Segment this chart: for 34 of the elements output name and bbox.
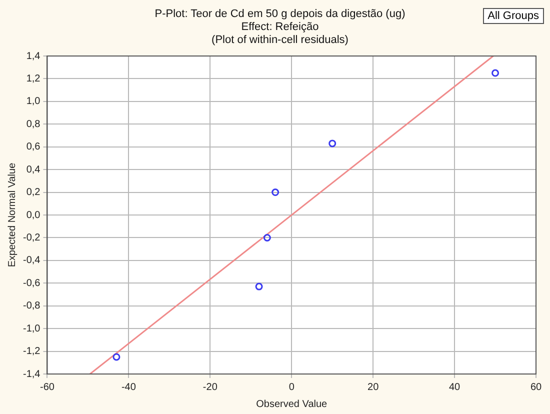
point [328,140,336,148]
x-tick-label: -20 [202,382,218,393]
x-tick-label: -60 [40,382,55,393]
point [112,353,120,361]
y-tick-label: -0,2 [22,232,41,244]
text: All Groups [482,8,544,24]
y-tick-label: 0,2 [26,187,41,198]
y-tick-label: -1,4 [22,368,41,380]
point [255,282,263,290]
y-tick-label: -0,6 [22,278,41,289]
chart-subtitle: Effect: Refeição [240,21,320,34]
y-tick-label: 0,4 [26,164,41,176]
x-tick-label: -40 [121,382,136,393]
point [492,69,500,77]
point [263,234,271,242]
point [272,188,280,196]
y-tick-label: -1,0 [22,323,41,334]
x-tick-label: 0 [288,382,295,393]
y-tick-label: 0,6 [26,142,41,153]
y-tick-label: -1,2 [22,346,41,358]
y-tick-label: 0,8 [26,118,41,130]
chart-title: P-Plot: Teor de Cd em 50 g depois da digestão (ug) [154,8,406,20]
y-tick-label: 0,0 [26,210,41,221]
text: (Plot of within-cell residuals) [210,34,350,47]
x-tick-label: 60 [530,382,542,393]
x-axis-title: Observed Value [256,398,328,410]
y-tick-label: 1,0 [26,96,41,108]
x-tick-label: 20 [368,382,380,393]
y-axis-title: Expected Normal Value [6,162,18,268]
y-tick-label: -0,4 [22,255,41,266]
y-tick-label: 1,2 [26,73,41,84]
x-tick-label: 40 [448,382,461,393]
y-tick-label: 1,4 [26,50,41,62]
y-tick-label: -0,8 [22,300,41,312]
